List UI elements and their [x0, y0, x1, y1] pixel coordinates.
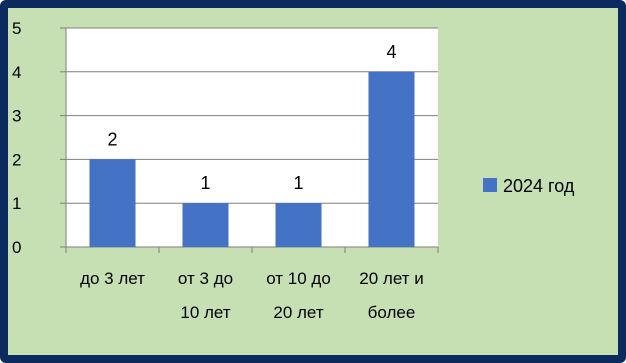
y-tick-label: 2 — [12, 150, 21, 169]
bar — [368, 71, 415, 247]
y-tick-label: 5 — [12, 19, 21, 38]
bar — [182, 203, 229, 247]
x-tick-label: 20 лет — [273, 303, 323, 322]
bar — [89, 159, 136, 247]
legend: 2024 год — [483, 176, 575, 196]
x-tick-label: 10 лет — [180, 303, 230, 322]
data-label: 1 — [200, 173, 210, 193]
x-tick-label: более — [368, 303, 416, 322]
x-tick-label: от 3 до — [178, 269, 233, 288]
y-tick-label: 0 — [12, 238, 21, 257]
x-tick-label: 20 лет и — [359, 269, 423, 288]
bar — [275, 203, 322, 247]
y-tick-label: 3 — [12, 107, 21, 126]
legend-swatch — [483, 178, 497, 192]
data-label: 1 — [293, 173, 303, 193]
y-tick-label: 1 — [12, 194, 21, 213]
x-tick-label: до 3 лет — [80, 269, 145, 288]
data-label: 2 — [107, 129, 117, 149]
y-tick-label: 4 — [12, 63, 21, 82]
legend-label: 2024 год — [503, 176, 575, 196]
x-tick-label: от 10 до — [266, 269, 331, 288]
data-label: 4 — [386, 42, 396, 62]
